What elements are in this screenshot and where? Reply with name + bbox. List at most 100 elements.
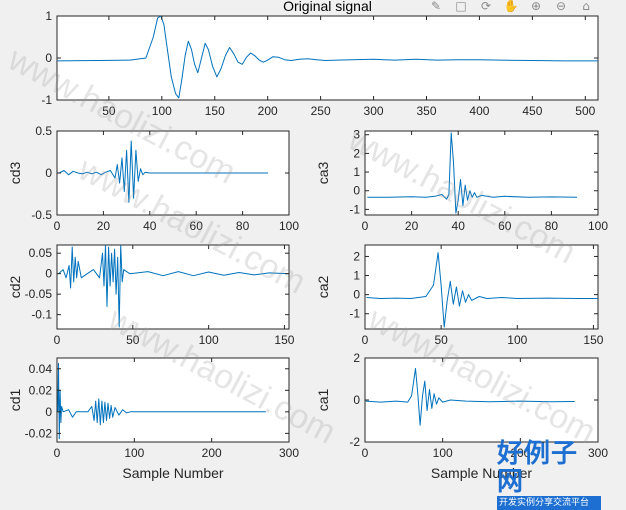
x-tick-label-cd2-0: 0 xyxy=(54,333,61,347)
y-tick-label-orig-0: 0 xyxy=(45,51,52,65)
y-tick-label-ca3-3: 3 xyxy=(353,128,360,142)
plot-area-cd2 xyxy=(56,244,290,330)
y-tick-label-ca3--1: -1 xyxy=(349,202,360,216)
y-tick-label-cd1--0.02: -0.02 xyxy=(25,426,53,440)
watermark-logo: 好例子网 开发实例分享交流平台 xyxy=(497,440,601,510)
home-icon[interactable]: ⌂ xyxy=(582,0,590,13)
y-tick-label-ca2-1: 1 xyxy=(353,269,360,283)
x-tick-label-cd1-200: 200 xyxy=(202,446,222,460)
watermark-logo-sub: 开发实例分享交流平台 xyxy=(497,496,601,510)
x-tick-label-cd3-60: 60 xyxy=(190,219,204,233)
x-tick-label-ca1-0: 0 xyxy=(362,446,369,460)
signal-line-ca2-0 xyxy=(366,252,598,328)
x-tick-label-ca3-20: 20 xyxy=(405,219,419,233)
x-tick-label-cd3-100: 100 xyxy=(279,219,299,233)
x-tick-label-ca3-100: 100 xyxy=(588,219,608,233)
x-axis-label-ca1: Sample Number xyxy=(431,465,532,481)
x-tick-label-ca1-300: 300 xyxy=(588,446,608,460)
y-tick-label-cd2-0: 0 xyxy=(45,267,52,281)
x-tick-label-ca1-200: 200 xyxy=(510,446,530,460)
x-tick-label-ca2-100: 100 xyxy=(507,333,527,347)
x-tick-label-orig-150: 150 xyxy=(205,104,225,118)
x-tick-label-ca1-100: 100 xyxy=(433,446,453,460)
y-tick-label-ca2-0: 0 xyxy=(353,288,360,302)
x-tick-label-ca2-150: 150 xyxy=(583,333,603,347)
x-tick-label-cd1-300: 300 xyxy=(279,446,299,460)
signal-line-cd2-0 xyxy=(58,245,289,328)
y-tick-label-cd1-0.02: 0.02 xyxy=(29,383,53,397)
x-tick-label-orig-500: 500 xyxy=(575,104,595,118)
x-tick-label-cd3-20: 20 xyxy=(97,219,111,233)
y-tick-label-cd3-0.5: 0.5 xyxy=(35,124,52,138)
x-tick-label-orig-250: 250 xyxy=(311,104,331,118)
y-axis-label-ca1: ca1 xyxy=(315,389,331,412)
x-tick-label-cd3-80: 80 xyxy=(236,219,250,233)
x-tick-label-orig-200: 200 xyxy=(258,104,278,118)
y-axis-label-cd1: cd1 xyxy=(7,389,23,412)
y-tick-label-cd3--0.5: -0.5 xyxy=(31,208,52,222)
pan-icon[interactable]: ✋ xyxy=(503,0,519,13)
y-tick-label-orig-1: 1 xyxy=(45,9,52,23)
y-tick-label-cd2--0.05: -0.05 xyxy=(25,287,53,301)
y-tick-label-ca1-2: 2 xyxy=(353,351,360,365)
x-tick-label-cd2-150: 150 xyxy=(274,333,294,347)
x-tick-label-orig-450: 450 xyxy=(522,104,542,118)
y-axis-label-ca3: ca3 xyxy=(315,162,331,185)
plot-area-ca1 xyxy=(364,357,599,443)
axes-cd2: 0 50 100 150 -0.1 -0.05 0 0.05 cd2 xyxy=(7,244,295,347)
y-tick-label-ca2-2: 2 xyxy=(353,249,360,263)
y-tick-label-cd3-0: 0 xyxy=(45,166,52,180)
x-tick-label-ca2-0: 0 xyxy=(362,333,369,347)
x-tick-label-orig-50: 50 xyxy=(102,104,116,118)
signal-line-orig-0 xyxy=(57,16,598,99)
x-tick-label-ca3-40: 40 xyxy=(452,219,466,233)
x-tick-label-orig-350: 350 xyxy=(416,104,436,118)
y-tick-label-cd2--0.1: -0.1 xyxy=(31,308,52,322)
chart-title-orig: Original signal xyxy=(283,0,372,14)
plot-area-orig xyxy=(56,15,599,101)
plot-area-ca2 xyxy=(364,244,599,330)
y-tick-label-ca1--2: -2 xyxy=(349,435,360,449)
zoom-out-icon[interactable]: ⊖ xyxy=(555,0,567,13)
y-axis-label-cd3: cd3 xyxy=(7,162,23,185)
plot-area-cd1 xyxy=(56,357,290,443)
signal-line-ca1-0 xyxy=(365,368,575,426)
data-tip-icon[interactable]: □ xyxy=(455,0,467,13)
watermark-logo-main: 好例子网 xyxy=(497,439,579,497)
x-tick-label-cd3-40: 40 xyxy=(143,219,157,233)
signal-line-ca3-0 xyxy=(367,132,578,214)
plot-area-ca3 xyxy=(364,130,599,216)
y-tick-label-cd2-0.05: 0.05 xyxy=(29,246,53,260)
y-tick-label-cd1-0.04: 0.04 xyxy=(29,362,53,376)
x-tick-label-ca3-60: 60 xyxy=(498,219,512,233)
y-tick-label-ca3-2: 2 xyxy=(353,146,360,160)
y-tick-label-ca3-1: 1 xyxy=(353,165,360,179)
zoom-in-icon[interactable]: ⊕ xyxy=(530,0,542,13)
x-tick-label-cd2-100: 100 xyxy=(199,333,219,347)
y-tick-label-cd1-0: 0 xyxy=(45,405,52,419)
x-tick-label-cd2-50: 50 xyxy=(126,333,140,347)
x-tick-label-cd1-100: 100 xyxy=(124,446,144,460)
x-axis-label-cd1: Sample Number xyxy=(122,465,223,481)
figure-canvas: 50 100 150 200 250 300 350 400 450 500-101Origina… xyxy=(7,0,608,481)
y-axis-label-ca2: ca2 xyxy=(315,276,331,299)
brush-icon[interactable]: ✎ xyxy=(430,0,442,13)
x-tick-label-cd3-0: 0 xyxy=(54,219,61,233)
y-tick-label-ca1-0: 0 xyxy=(353,393,360,407)
x-tick-label-cd1-0: 0 xyxy=(54,446,61,460)
x-tick-label-ca3-0: 0 xyxy=(362,219,369,233)
y-tick-label-orig--1: -1 xyxy=(41,93,52,107)
y-tick-label-ca2--1: -1 xyxy=(349,307,360,321)
signal-line-cd1-0 xyxy=(57,362,266,440)
signal-line-cd3-0 xyxy=(59,140,269,203)
x-tick-label-orig-100: 100 xyxy=(152,104,172,118)
rotate-icon[interactable]: ⟳ xyxy=(480,0,492,13)
axes-orig: 50 100 150 200 250 300 350 400 450 500 -1 0 1 Origina… xyxy=(41,0,599,118)
y-axis-label-cd2: cd2 xyxy=(7,276,23,299)
y-tick-label-ca3-0: 0 xyxy=(353,184,360,198)
